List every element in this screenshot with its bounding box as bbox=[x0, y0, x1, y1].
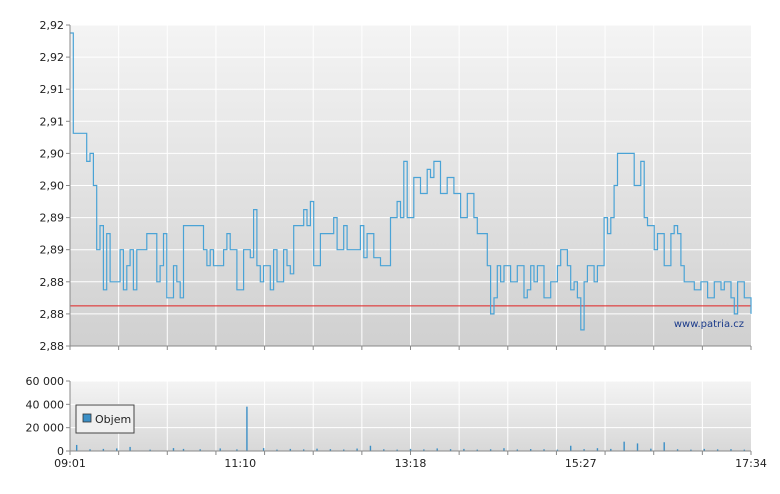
volume-bar bbox=[182, 448, 185, 451]
volume-bar bbox=[262, 448, 265, 451]
volume-bar bbox=[219, 448, 221, 451]
volume-bar bbox=[570, 445, 572, 451]
volume-bar bbox=[596, 448, 599, 451]
volume-bar bbox=[529, 449, 532, 451]
price-y-tick-label: 2,88 bbox=[40, 340, 65, 353]
volume-bar bbox=[116, 448, 118, 451]
volume-bar bbox=[396, 449, 398, 451]
volume-bar bbox=[236, 449, 238, 451]
volume-bar bbox=[503, 448, 505, 451]
volume-bar bbox=[329, 449, 332, 451]
volume-bar bbox=[436, 448, 438, 451]
price-series-line bbox=[70, 32, 752, 331]
volume-bar bbox=[730, 449, 732, 451]
volume-bar bbox=[610, 448, 612, 451]
price-y-tick-label: 2,89 bbox=[40, 212, 65, 225]
price-y-tick-label: 2,90 bbox=[40, 147, 65, 160]
volume-bar bbox=[623, 441, 625, 451]
volume-y-tick-label: 20 000 bbox=[26, 422, 65, 435]
volume-bar bbox=[75, 444, 78, 451]
legend-swatch bbox=[82, 413, 92, 423]
volume-bars bbox=[75, 406, 746, 451]
volume-y-axis: 60 000 40 000 20 000 0 bbox=[26, 375, 70, 458]
price-y-tick-label: 2,91 bbox=[40, 115, 65, 128]
volume-bar bbox=[543, 449, 545, 451]
volume-x-tick-label: 17:34 bbox=[735, 457, 767, 470]
volume-y-tick-label: 0 bbox=[57, 445, 64, 458]
price-y-tick-label: 2,88 bbox=[40, 308, 65, 321]
volume-bar bbox=[289, 448, 292, 451]
volume-bar bbox=[676, 449, 679, 451]
volume-bar bbox=[383, 449, 385, 451]
legend-label: Objem bbox=[95, 413, 131, 426]
volume-bar bbox=[663, 442, 665, 451]
volume-legend: Objem bbox=[75, 404, 135, 434]
price-y-tick-label: 2,92 bbox=[40, 19, 65, 32]
price-y-axis: 2,92 2,92 2,91 2,91 2,90 2,90 2,89 2,89 2,88 2,88… bbox=[40, 19, 70, 353]
volume-bar bbox=[149, 449, 151, 451]
price-y-tick-label: 2,91 bbox=[40, 83, 65, 96]
volume-y-tick-label: 40 000 bbox=[26, 398, 65, 411]
volume-bar bbox=[316, 448, 318, 451]
volume-x-tick-label: 13:18 bbox=[395, 457, 427, 470]
volume-bar bbox=[102, 448, 105, 451]
volume-bar bbox=[369, 445, 372, 451]
volume-y-tick-label: 60 000 bbox=[26, 375, 65, 388]
volume-bar bbox=[343, 449, 345, 451]
volume-bar bbox=[743, 449, 746, 451]
volume-bar bbox=[276, 449, 278, 451]
volume-x-tick-label: 09:01 bbox=[54, 457, 86, 470]
volume-bar bbox=[516, 449, 519, 451]
volume-bar bbox=[89, 449, 91, 451]
volume-x-tick-label: 15:27 bbox=[565, 457, 597, 470]
volume-bar bbox=[650, 448, 652, 451]
volume-bar bbox=[356, 448, 358, 451]
price-y-tick-label: 2,88 bbox=[40, 276, 65, 289]
price-y-tick-label: 2,90 bbox=[40, 180, 65, 193]
volume-bar bbox=[716, 449, 719, 451]
volume-bar bbox=[199, 449, 201, 451]
volume-bar bbox=[423, 449, 425, 451]
price-x-ticks bbox=[69, 346, 752, 350]
volume-bar bbox=[636, 443, 639, 451]
volume-bar bbox=[463, 448, 465, 451]
price-y-tick-label: 2,92 bbox=[40, 51, 65, 64]
volume-bar bbox=[690, 449, 692, 451]
volume-bar bbox=[302, 449, 305, 451]
volume-bar bbox=[703, 448, 705, 451]
volume-bar bbox=[489, 449, 492, 451]
volume-bar bbox=[449, 449, 452, 451]
volume-bar bbox=[476, 449, 478, 451]
volume-x-tick-label: 11:10 bbox=[224, 457, 256, 470]
price-y-tick-label: 2,89 bbox=[40, 244, 65, 257]
volume-bar bbox=[583, 449, 585, 451]
watermark: www.patria.cz bbox=[674, 319, 744, 330]
volume-bar bbox=[246, 406, 248, 451]
volume-bar bbox=[129, 446, 131, 451]
volume-x-axis: 09:01 11:10 13:18 15:27 17:34 bbox=[54, 451, 767, 470]
volume-bar bbox=[409, 448, 412, 451]
volume-bar bbox=[556, 449, 559, 451]
volume-bar bbox=[172, 448, 175, 451]
